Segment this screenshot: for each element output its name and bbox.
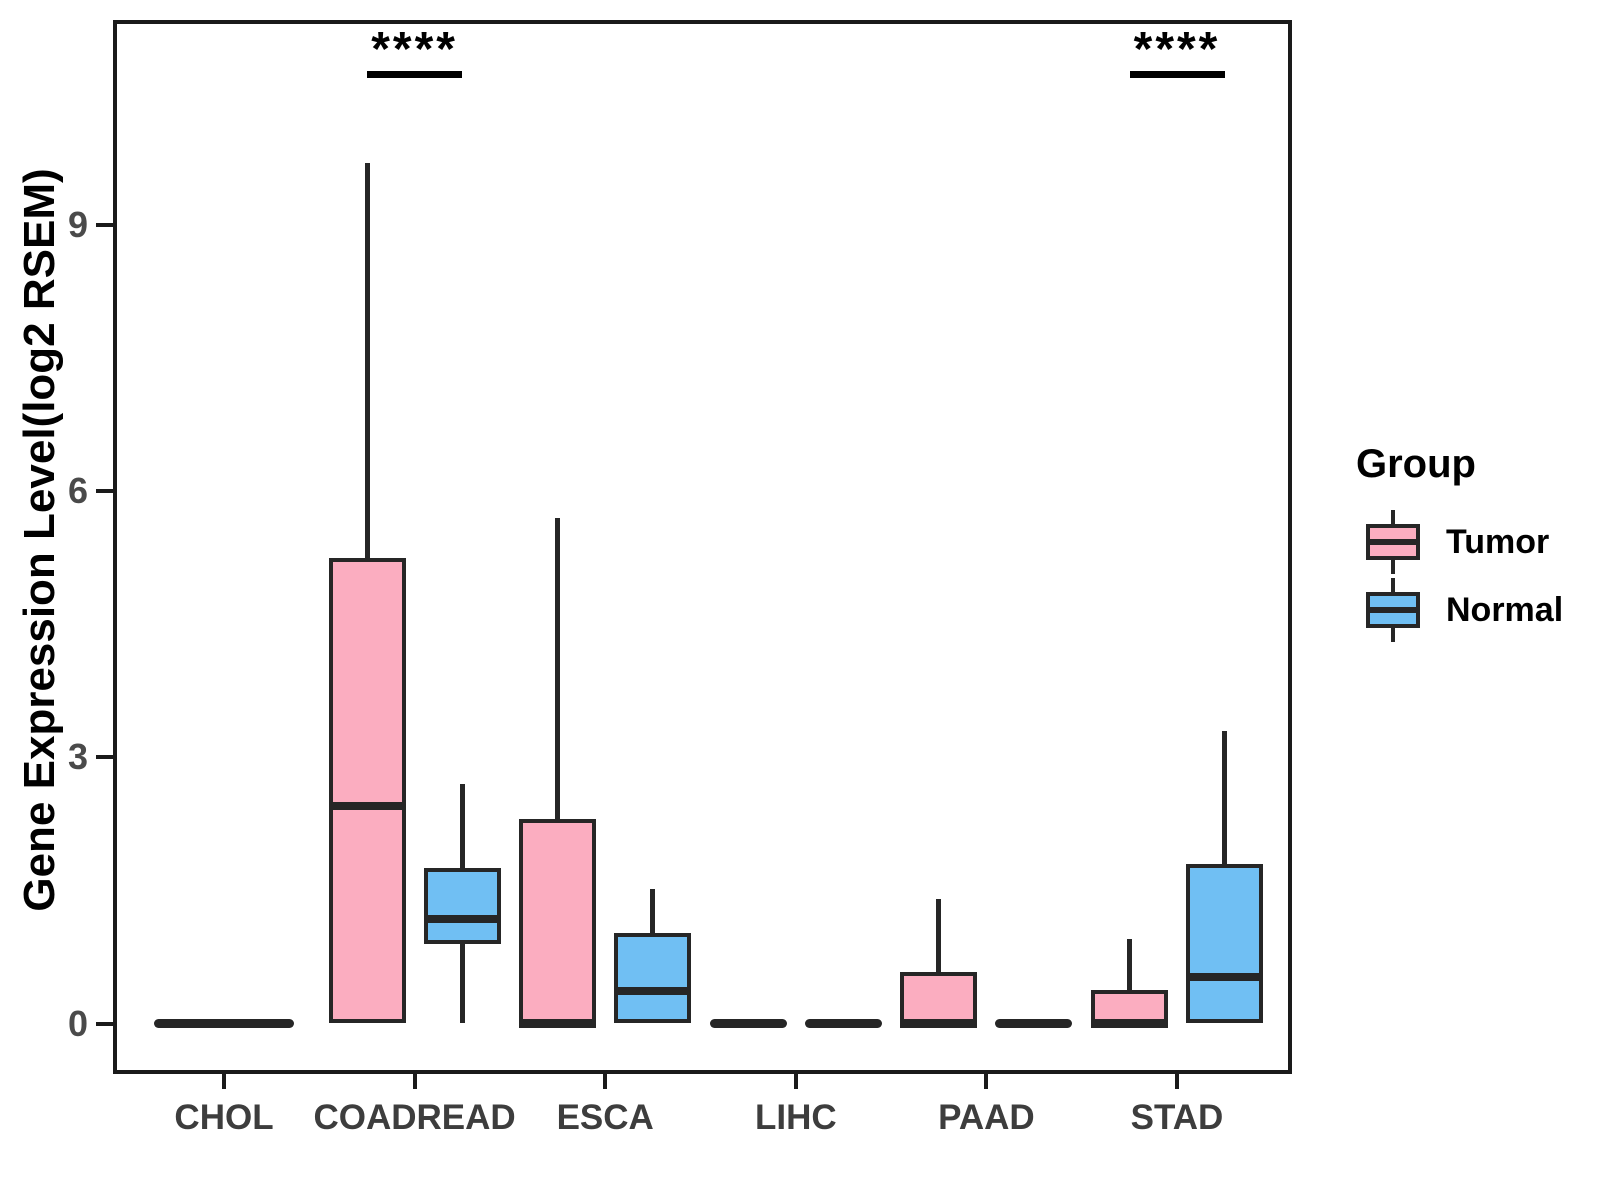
legend-label-normal: Normal [1446,591,1564,629]
box-tumor-PAAD [900,972,978,1024]
y-tick-label: 3 [67,736,88,778]
x-tick-label: COADREAD [313,1098,516,1137]
box-normal-ESCA [614,933,692,1024]
whisker-tumor-ESCA [555,517,561,1024]
median-normal-COADREAD [423,914,501,923]
x-tick-label: CHOL [174,1098,274,1137]
box-tumor-COADREAD [328,557,406,1024]
significance-bar-STAD [1129,71,1225,78]
median-tumor-PAAD [900,1019,978,1028]
legend-label-tumor: Tumor [1446,523,1550,561]
median-normal-STAD [1186,973,1263,982]
y-tick-label: 9 [67,204,88,246]
legend-median-tumor [1366,539,1420,545]
x-tick-label: ESCA [556,1098,654,1137]
y-tick-mark [96,223,113,228]
y-tick-mark [96,489,113,494]
legend-median-normal [1366,607,1420,613]
median-tumor-STAD [1091,1019,1168,1028]
x-tick-mark [984,1074,989,1089]
y-tick-label: 0 [67,1002,88,1044]
significance-bar-COADREAD [367,71,463,78]
median-tumor-ESCA [519,1019,597,1028]
whisker-tumor-PAAD [936,899,942,1024]
significance-stars-COADREAD: **** [371,23,458,76]
box-tumor-STAD [1091,989,1168,1024]
flat-line-CHOL [154,1019,294,1028]
y-tick-mark [96,1021,113,1026]
flat-line-normal-LIHC [804,1019,882,1028]
x-tick-label: STAD [1130,1098,1224,1137]
x-tick-label: LIHC [754,1098,837,1137]
plot-panel [113,20,1292,1074]
box-normal-STAD [1186,863,1263,1024]
x-tick-mark [603,1074,608,1089]
x-tick-mark [412,1074,417,1089]
significance-stars-STAD: **** [1133,23,1221,76]
y-tick-mark [96,755,113,760]
median-normal-ESCA [614,986,692,995]
box-tumor-ESCA [519,819,597,1024]
flat-line-normal-PAAD [995,1019,1073,1028]
flat-line-tumor-LIHC [709,1019,787,1028]
x-tick-mark [793,1074,798,1089]
x-tick-mark [1175,1074,1179,1089]
whisker-tumor-STAD [1127,939,1132,1024]
x-tick-label: PAAD [938,1098,1035,1137]
median-tumor-COADREAD [328,802,406,811]
legend-title: Group [1356,442,1476,486]
box-normal-COADREAD [423,868,501,944]
y-tick-label: 6 [67,470,88,512]
y-axis-title: Gene Expression Level(log2 RSEM) [15,168,64,912]
x-tick-mark [222,1074,226,1089]
